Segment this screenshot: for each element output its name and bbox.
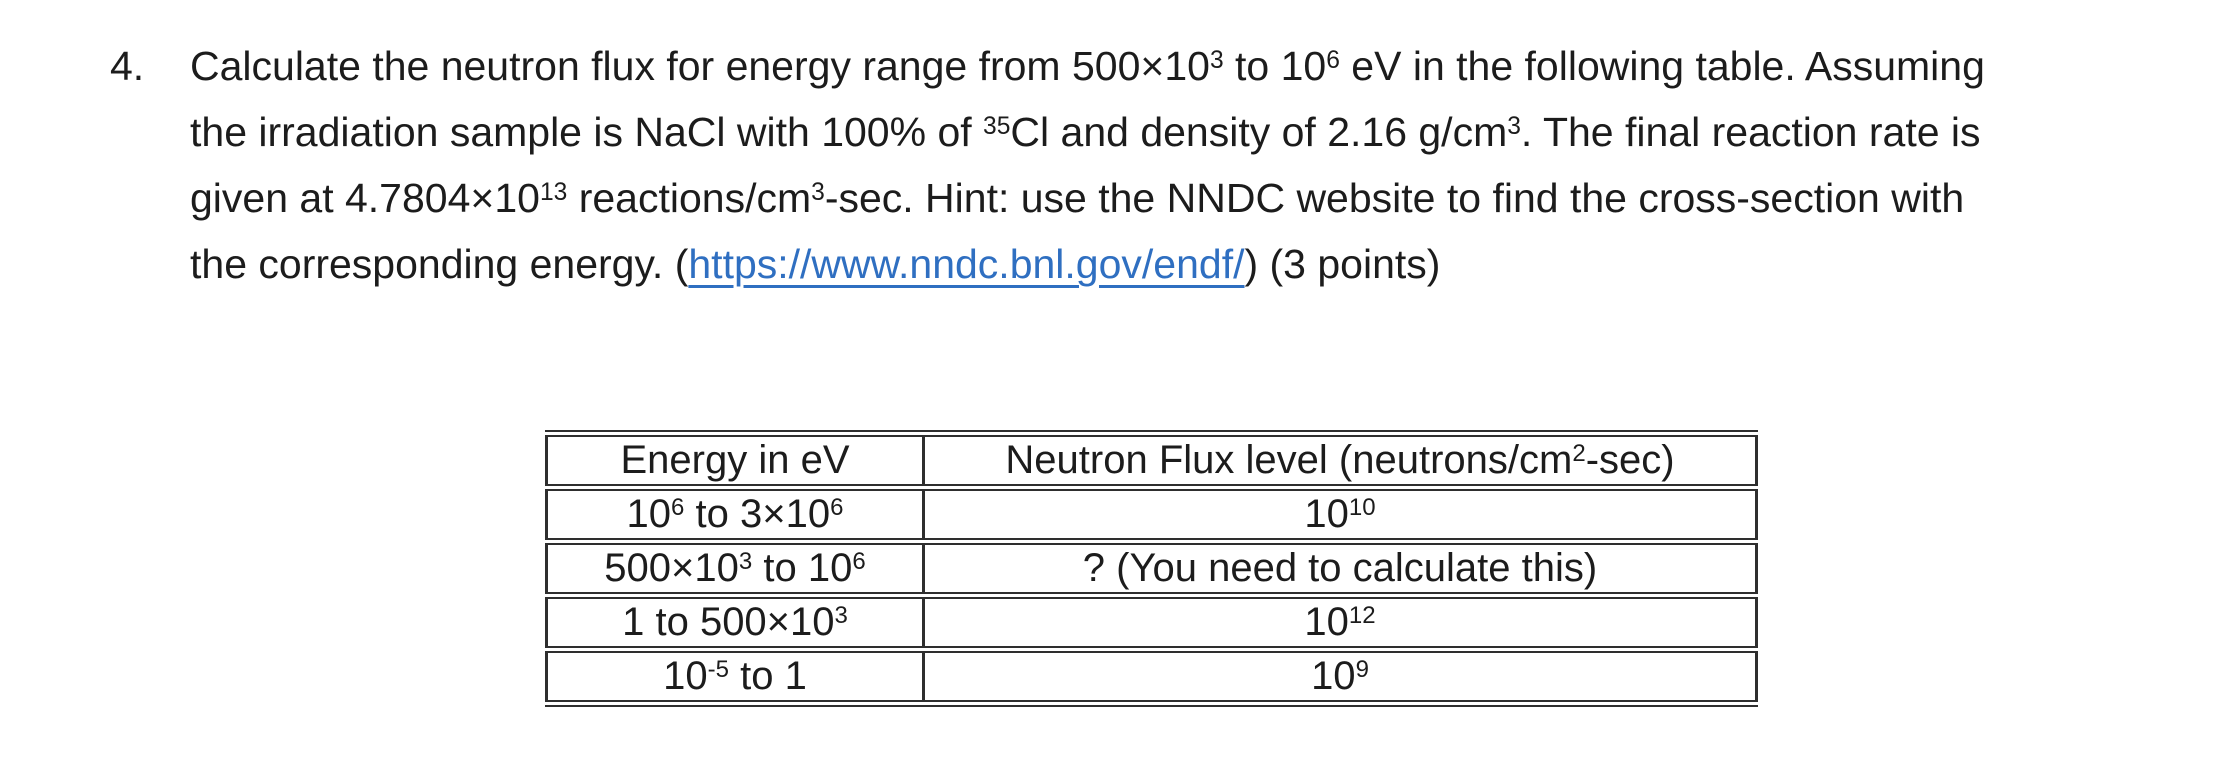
flux-value-cell: 1012 xyxy=(922,592,1758,653)
flux-column-header: Neutron Flux level (neutrons/cm2-sec) xyxy=(922,430,1758,491)
flux-value-cell: ? (You need to calculate this) xyxy=(922,538,1758,599)
problem-statement: Calculate the neutron flux for energy ra… xyxy=(190,43,1985,287)
flux-value-cell: 1010 xyxy=(922,484,1758,545)
energy-range-cell: 10-5 to 1 xyxy=(545,646,925,707)
table-row: 500×103 to 106 ? (You need to calculate … xyxy=(545,538,1758,599)
table-header-row: Energy in eV Neutron Flux level (neutron… xyxy=(545,430,1758,491)
energy-column-header: Energy in eV xyxy=(545,430,925,491)
nndc-endf-link[interactable]: https://www.nndc.bnl.gov/endf/ xyxy=(688,241,1245,287)
table-row: 106 to 3×106 1010 xyxy=(545,484,1758,545)
neutron-flux-table: Energy in eV Neutron Flux level (neutron… xyxy=(545,430,1758,707)
problem-number: 4. xyxy=(110,43,145,89)
energy-range-cell: 1 to 500×103 xyxy=(545,592,925,653)
energy-range-cell: 500×103 to 106 xyxy=(545,538,925,599)
table-row: 10-5 to 1 109 xyxy=(545,646,1758,707)
flux-value-cell: 109 xyxy=(922,646,1758,707)
energy-range-cell: 106 to 3×106 xyxy=(545,484,925,545)
problem-4: 4. Calculate the neutron flux for energy… xyxy=(110,33,1985,297)
table-row: 1 to 500×103 1012 xyxy=(545,592,1758,653)
